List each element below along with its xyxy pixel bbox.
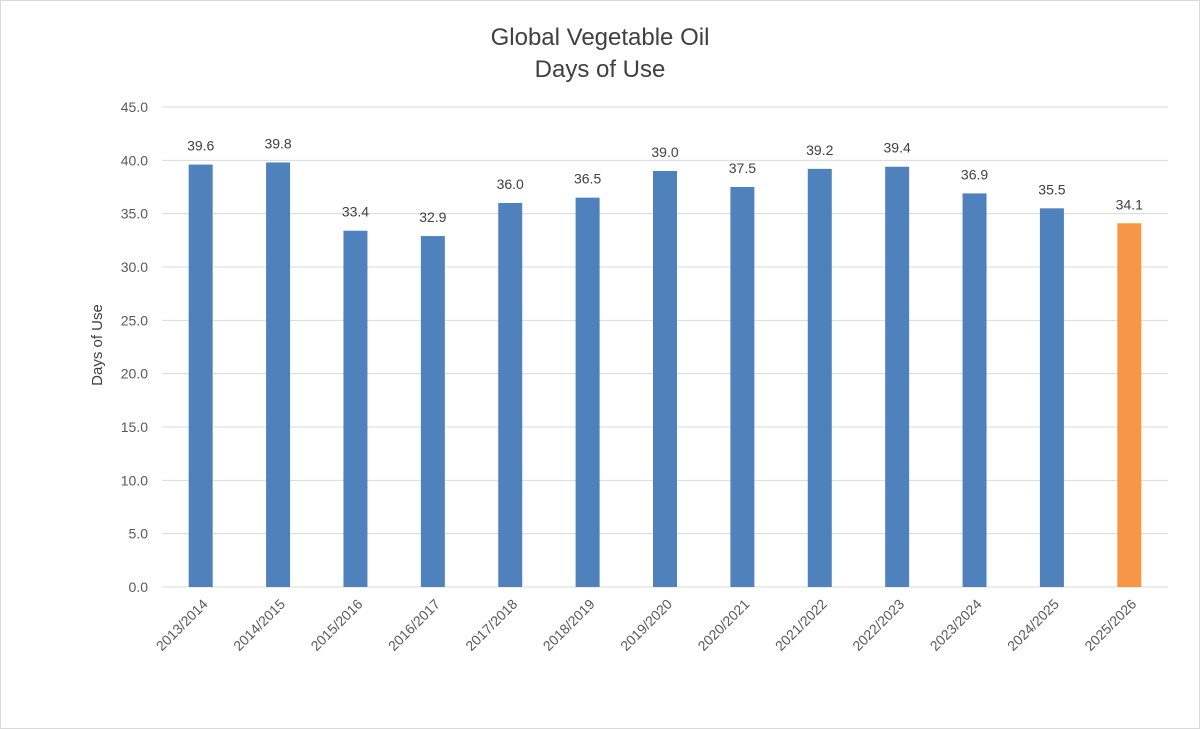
y-tick-label: 35.0 xyxy=(121,206,148,222)
bar xyxy=(653,171,677,587)
data-label: 32.9 xyxy=(419,209,446,225)
chart-title-block: Global Vegetable Oil Days of Use xyxy=(0,22,1200,86)
x-tick-label: 2022/2023 xyxy=(849,596,907,654)
x-tick-label: 2021/2022 xyxy=(772,596,830,654)
x-tick-label: 2025/2026 xyxy=(1081,596,1139,654)
y-tick-label: 5.0 xyxy=(129,526,149,542)
y-tick-label: 40.0 xyxy=(121,152,148,168)
data-label: 39.0 xyxy=(651,144,678,160)
bar xyxy=(498,203,523,587)
data-label: 35.5 xyxy=(1038,181,1065,197)
y-axis-title: Days of Use xyxy=(89,304,106,386)
x-tick-label: 2020/2021 xyxy=(694,596,752,654)
bar xyxy=(420,236,445,588)
bar xyxy=(730,187,755,587)
x-tick-label: 2013/2014 xyxy=(153,596,211,654)
y-tick-label: 45.0 xyxy=(121,99,148,115)
y-tick-label: 20.0 xyxy=(121,366,148,382)
bar xyxy=(343,230,368,587)
bar xyxy=(962,193,987,587)
y-tick-label: 30.0 xyxy=(121,259,148,275)
y-tick-label: 15.0 xyxy=(121,419,148,435)
data-label: 36.5 xyxy=(574,171,601,187)
data-label: 39.6 xyxy=(187,138,214,154)
data-label: 39.4 xyxy=(884,140,911,156)
x-tick-label: 2023/2024 xyxy=(927,596,985,654)
chart-subtitle: Days of Use xyxy=(534,56,666,83)
y-tick-label: 25.0 xyxy=(121,312,148,328)
bar xyxy=(188,164,213,587)
x-tick-label: 2018/2019 xyxy=(540,596,598,654)
bars xyxy=(188,162,1142,588)
data-label: 36.9 xyxy=(961,166,988,182)
y-tick-label: 0.0 xyxy=(129,579,149,595)
data-label: 33.4 xyxy=(342,204,369,220)
x-axis-tick-labels: 2013/2014 2014/2015 2015/2016 2016/2017 2017… xyxy=(153,596,1140,654)
x-tick-label: 2017/2018 xyxy=(462,596,520,654)
bar xyxy=(575,197,600,587)
y-tick-label: 10.0 xyxy=(121,472,148,488)
x-tick-label: 2019/2020 xyxy=(617,596,675,654)
data-label: 37.5 xyxy=(729,160,756,176)
bar xyxy=(807,168,832,587)
bar xyxy=(266,162,291,587)
data-labels: 39.6 39.8 33.4 32.9 36.0 36.5 39.0 37.5 39.2 39.4… xyxy=(187,135,1143,225)
x-tick-label: 2016/2017 xyxy=(385,596,443,654)
data-label: 39.8 xyxy=(264,135,291,151)
bar xyxy=(885,166,910,587)
bar xyxy=(1117,223,1142,587)
data-label: 39.2 xyxy=(806,142,833,158)
y-axis-tick-labels: 0.0 5.0 10.0 15.0 20.0 25.0 30.0 35.0 40.0 45.0 xyxy=(121,99,148,595)
x-tick-label: 2015/2016 xyxy=(307,596,365,654)
chart-title: Global Vegetable Oil xyxy=(490,24,710,51)
x-tick-label: 2014/2015 xyxy=(230,596,288,654)
x-tick-label: 2024/2025 xyxy=(1004,596,1062,654)
data-label: 36.0 xyxy=(497,176,524,192)
data-label: 34.1 xyxy=(1116,196,1143,212)
bar xyxy=(1039,208,1064,588)
